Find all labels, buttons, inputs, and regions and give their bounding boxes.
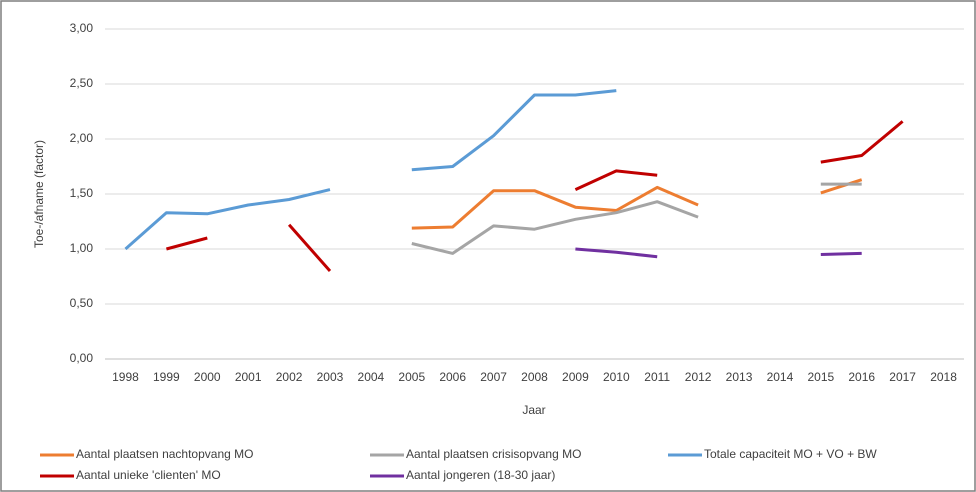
y-tick-label: 2,00 xyxy=(70,131,94,145)
x-tick-label: 2003 xyxy=(317,370,344,384)
legend-label: Aantal plaatsen crisisopvang MO xyxy=(406,447,581,461)
x-tick-label: 2006 xyxy=(439,370,466,384)
legend-label: Aantal unieke 'clienten' MO xyxy=(76,468,221,482)
x-tick-label: 2016 xyxy=(848,370,875,384)
legend-label: Totale capaciteit MO + VO + BW xyxy=(704,447,877,461)
y-tick-label: 1,00 xyxy=(70,241,94,255)
legend-label: Aantal plaatsen nachtopvang MO xyxy=(76,447,253,461)
legend-label: Aantal jongeren (18-30 jaar) xyxy=(406,468,555,482)
x-axis-label: Jaar xyxy=(522,403,545,417)
x-tick-label: 1998 xyxy=(112,370,139,384)
series-line xyxy=(166,120,904,272)
x-tick-label: 2001 xyxy=(235,370,262,384)
x-tick-label: 2008 xyxy=(521,370,548,384)
x-tick-label: 2000 xyxy=(194,370,221,384)
x-tick-label: 2012 xyxy=(685,370,712,384)
y-tick-label: 0,00 xyxy=(70,351,94,365)
x-tick-label: 2011 xyxy=(644,370,670,384)
x-tick-label: 2017 xyxy=(889,370,916,384)
y-tick-label: 1,50 xyxy=(70,186,94,200)
x-tick-label: 2018 xyxy=(930,370,957,384)
y-tick-label: 3,00 xyxy=(70,21,94,35)
y-axis-label: Toe-/afname (factor) xyxy=(32,140,46,248)
series-line xyxy=(124,89,617,251)
x-tick-label: 2002 xyxy=(276,370,303,384)
x-tick-label: 2004 xyxy=(358,370,385,384)
x-tick-label: 1999 xyxy=(153,370,180,384)
x-tick-label: 2005 xyxy=(398,370,425,384)
series-line xyxy=(411,182,862,255)
x-tick-label: 2010 xyxy=(603,370,630,384)
y-tick-label: 0,50 xyxy=(70,296,94,310)
x-tick-label: 2013 xyxy=(726,370,753,384)
y-tick-label: 2,50 xyxy=(70,76,94,90)
x-tick-label: 2009 xyxy=(562,370,589,384)
x-tick-label: 2014 xyxy=(767,370,794,384)
series-line xyxy=(411,178,863,230)
series-line xyxy=(575,247,862,259)
x-tick-label: 2015 xyxy=(807,370,834,384)
x-tick-label: 2007 xyxy=(480,370,507,384)
